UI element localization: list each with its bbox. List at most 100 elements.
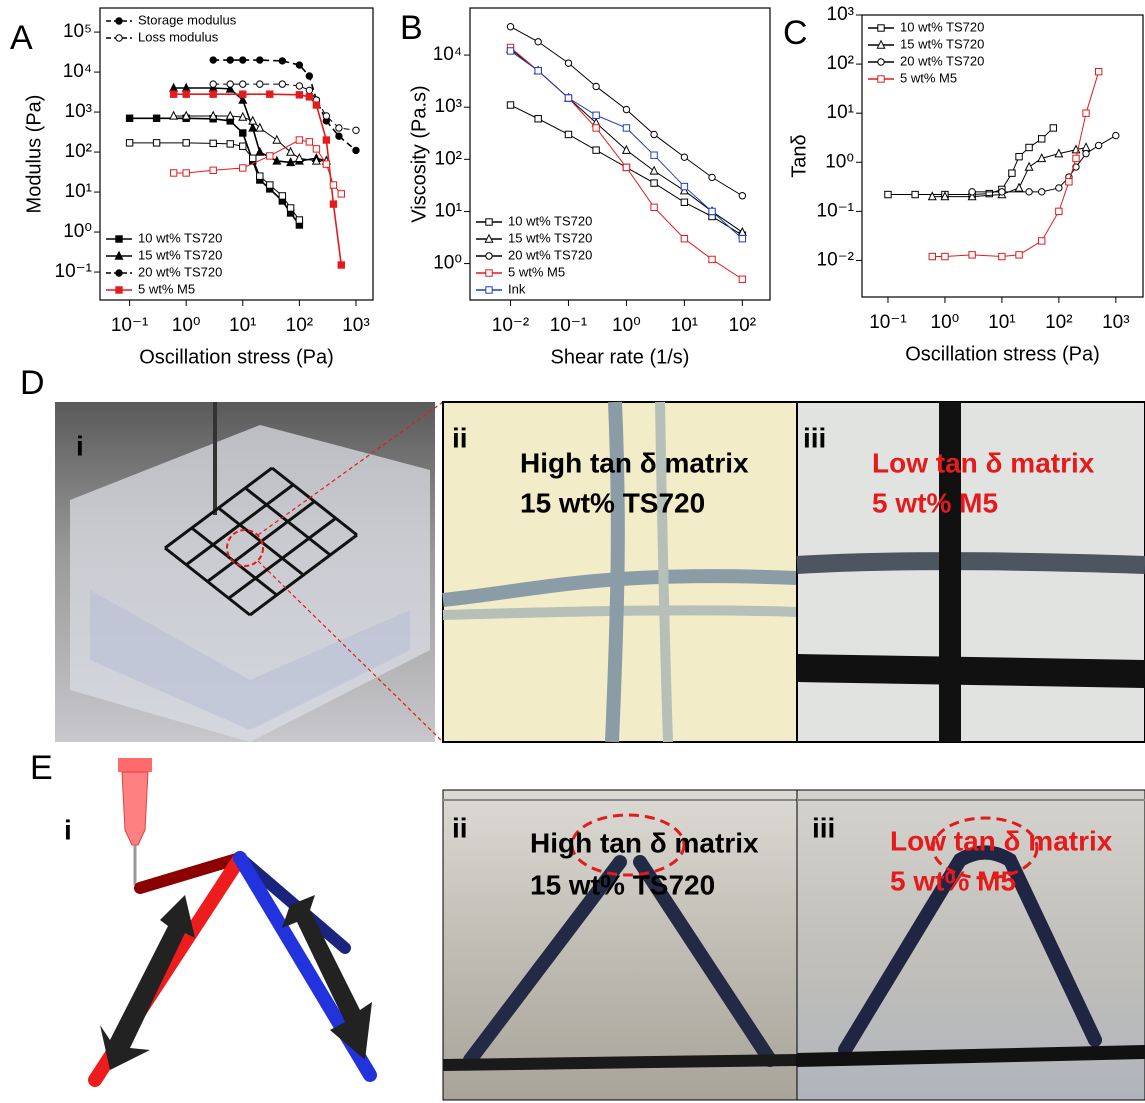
marker <box>296 217 302 223</box>
marker <box>296 83 302 89</box>
sub-label: ii <box>452 812 468 843</box>
legend-label: 20 wt% TS720 <box>900 53 984 68</box>
marker <box>969 189 975 195</box>
marker <box>709 208 715 214</box>
legend-label: 15 wt% TS720 <box>900 36 984 51</box>
panel-label: D <box>20 364 45 402</box>
marker <box>942 253 948 259</box>
marker <box>969 252 975 258</box>
marker <box>183 170 189 176</box>
series-line <box>130 143 300 220</box>
marker <box>593 112 599 118</box>
marker <box>593 83 599 89</box>
marker <box>336 133 342 139</box>
marker <box>153 140 159 146</box>
marker <box>296 137 302 143</box>
marker <box>116 18 122 24</box>
legend-label: 15 wt% TS720 <box>138 247 222 262</box>
syringe <box>118 758 152 772</box>
marker <box>1050 125 1056 131</box>
x-tick-label: 10⁻¹ <box>111 315 149 336</box>
marker <box>306 94 312 100</box>
marker <box>999 253 1005 259</box>
y-tick-label: 10³ <box>827 4 854 25</box>
marker <box>507 24 513 30</box>
y-tick-label: 10² <box>65 141 92 162</box>
y-tick-label: 10¹ <box>435 200 462 221</box>
marker <box>650 167 657 174</box>
marker <box>126 115 132 121</box>
marker <box>296 62 302 68</box>
marker <box>116 287 122 293</box>
x-tick-label: 10⁰ <box>172 315 201 336</box>
marker <box>1095 68 1101 74</box>
marker <box>257 81 263 87</box>
marker <box>330 182 336 188</box>
marker <box>929 253 935 259</box>
caption: 15 wt% TS720 <box>520 487 705 518</box>
arrow <box>282 895 372 1060</box>
marker <box>126 140 132 146</box>
marker <box>256 148 263 155</box>
marker <box>1073 155 1079 161</box>
legend-label: 5 wt% M5 <box>900 70 957 85</box>
marker <box>210 91 216 97</box>
series-line <box>213 84 356 130</box>
marker <box>257 173 263 179</box>
marker <box>279 58 285 64</box>
x-axis-label: Oscillation stress (Pa) <box>905 343 1100 365</box>
marker <box>1016 153 1022 159</box>
marker <box>170 91 176 97</box>
x-tick-label: 10² <box>1045 312 1072 333</box>
legend-label: 15 wt% TS720 <box>508 230 592 245</box>
legend-label: 20 wt% TS720 <box>138 264 222 279</box>
marker <box>929 192 936 199</box>
x-tick-label: 10⁻² <box>492 315 530 336</box>
marker <box>210 140 216 146</box>
marker <box>709 174 715 180</box>
series-line <box>888 128 1053 195</box>
marker <box>116 270 122 276</box>
legend-label: 20 wt% TS720 <box>508 247 592 262</box>
legend-label: Storage modulus <box>138 12 237 27</box>
marker <box>535 116 541 122</box>
x-tick-label: 10⁻¹ <box>550 315 588 336</box>
marker <box>623 125 629 131</box>
page: D i ii High tan δ matrix 15 wt% TS720 ii… <box>0 0 1145 1103</box>
filament <box>797 561 1145 565</box>
y-tick-label: 10⁴ <box>433 44 462 65</box>
marker <box>1039 136 1045 142</box>
marker <box>1009 170 1015 176</box>
marker <box>999 189 1005 195</box>
panel-label: B <box>400 9 423 47</box>
x-tick-label: 10¹ <box>988 312 1015 333</box>
marker <box>267 91 273 97</box>
marker <box>623 146 630 153</box>
series-line <box>213 60 356 150</box>
marker <box>240 81 246 87</box>
marker <box>287 205 293 211</box>
marker <box>1095 142 1101 148</box>
series-line <box>511 51 743 239</box>
marker <box>279 193 285 199</box>
marker <box>267 182 273 188</box>
y-tick-label: 10² <box>435 148 462 169</box>
marker <box>507 102 513 108</box>
caption: Low tan δ matrix <box>872 447 1095 478</box>
marker <box>739 276 745 282</box>
legend-label: Ink <box>508 281 526 296</box>
x-axis-label: Oscillation stress (Pa) <box>139 346 334 368</box>
legend-label: 10 wt% TS720 <box>508 213 592 228</box>
marker <box>249 124 256 131</box>
marker <box>681 183 687 189</box>
marker <box>210 81 216 87</box>
legend-label: 10 wt% TS720 <box>900 19 984 34</box>
marker <box>885 191 891 197</box>
filament <box>797 668 1145 674</box>
marker <box>257 57 263 63</box>
marker <box>323 161 329 167</box>
marker <box>912 191 918 197</box>
marker <box>306 73 312 79</box>
marker <box>306 87 312 93</box>
sub-label: ii <box>452 422 468 453</box>
